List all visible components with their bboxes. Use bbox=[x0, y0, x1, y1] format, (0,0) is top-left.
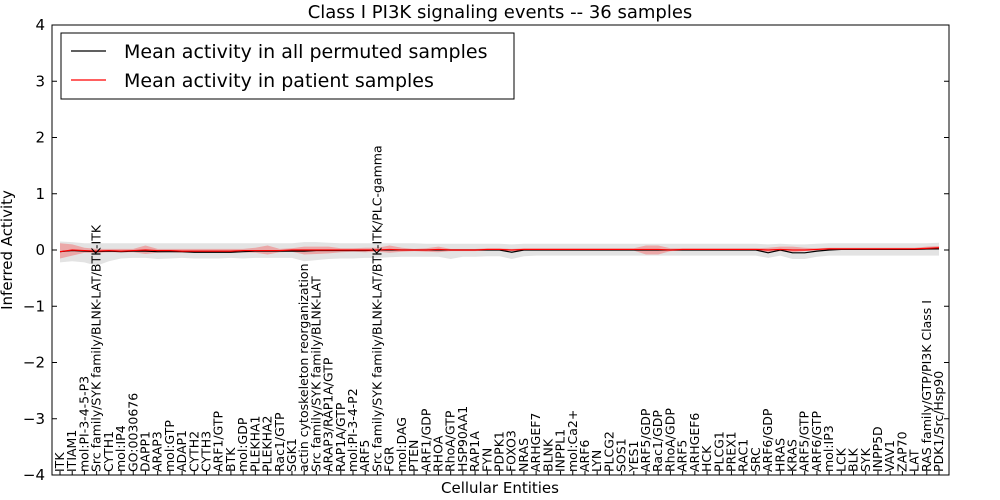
x-tick-label: ARF6/GDP bbox=[760, 408, 775, 472]
legend: Mean activity in all permuted samples Me… bbox=[60, 32, 515, 100]
x-tick-label: ITK bbox=[52, 452, 67, 472]
x-tick-label: PLCG2 bbox=[601, 431, 616, 472]
x-tick-label: RhoA/GDP bbox=[662, 408, 677, 472]
x-tick-label: ARF1/GTP bbox=[211, 411, 226, 472]
y-tick-label: 4 bbox=[35, 16, 45, 34]
x-tick-label: RAP1A bbox=[467, 431, 482, 472]
x-tick-label: mol:GTP bbox=[162, 420, 177, 472]
x-tick-label: PREX1 bbox=[723, 431, 738, 472]
x-tick-label: HRAS bbox=[772, 438, 787, 472]
x-tick-label: ARF6/GTP bbox=[809, 411, 824, 472]
x-axis-label: Cellular Entities bbox=[441, 479, 559, 497]
legend-label-permuted: Mean activity in all permuted samples bbox=[124, 41, 487, 63]
x-tick-label: ARF1/GDP bbox=[418, 408, 433, 472]
chart-title: Class I PI3K signaling events -- 36 samp… bbox=[308, 2, 693, 23]
x-tick-label: GO:0030676 bbox=[125, 393, 140, 472]
x-tick-label: YES1 bbox=[626, 441, 641, 473]
x-tick-label: ARAP3 bbox=[150, 431, 165, 472]
x-tick-label: HCK bbox=[699, 445, 714, 472]
x-tick-label: ARF5/GTP bbox=[797, 411, 812, 472]
x-tick-label: RAC1 bbox=[736, 439, 751, 472]
x-tick-label: NRAS bbox=[516, 438, 531, 472]
x-tick-label: PTEN bbox=[406, 440, 421, 472]
x-tick-label: Src family/SYK family/BLNK-LAT bbox=[308, 276, 323, 472]
x-tick-label: mol:IP4 bbox=[113, 425, 128, 472]
x-tick-label: INPP5D bbox=[870, 426, 885, 472]
legend-box bbox=[60, 32, 515, 100]
x-tick-label: CYTH3 bbox=[199, 431, 214, 472]
y-tick-label: 1 bbox=[35, 185, 45, 203]
x-tick-label: PDPK1 bbox=[492, 431, 507, 472]
x-tick-label: FGR bbox=[382, 446, 397, 472]
x-tick-label: ITIAM1 bbox=[64, 430, 79, 472]
x-tick-label: ADAP1 bbox=[174, 430, 189, 472]
x-tick-label: BTK bbox=[223, 447, 238, 472]
x-tick-label: Src family/SYK family/BLNK-LAT/BTK-ITK/P… bbox=[369, 145, 384, 472]
x-tick-label: mol:DAG bbox=[394, 417, 409, 472]
x-tick-label: LCK bbox=[833, 447, 848, 472]
x-tick-label: RHOA bbox=[430, 435, 445, 472]
x-tick-label: Src family/SYK family/BLNK-LAT/BTK-ITK bbox=[89, 224, 104, 472]
x-tick-label: mol:IP3 bbox=[821, 425, 836, 472]
x-tick-label: PLEKHA2 bbox=[260, 415, 275, 472]
y-tick-label: −2 bbox=[23, 354, 45, 372]
x-tick-label: SRC bbox=[748, 447, 763, 472]
x-tick-label: mol:GDP bbox=[235, 417, 250, 472]
y-tick-label: 3 bbox=[35, 72, 45, 90]
x-tick-label: DAPP1 bbox=[137, 431, 152, 472]
x-tick-label: ARF5 bbox=[357, 440, 372, 472]
x-tick-label: ARF5/GDP bbox=[638, 408, 653, 472]
x-tick-label: mol:Ca2+ bbox=[565, 410, 580, 472]
x-tick-label: Rac1/GDP bbox=[650, 410, 665, 472]
x-tick-label: Rac1/GTP bbox=[272, 412, 287, 472]
x-tick-label: RAP1A/GTP bbox=[333, 402, 348, 472]
x-tick-label: BLNK bbox=[540, 438, 555, 472]
band-permuted bbox=[60, 241, 939, 266]
x-tick-label: BLK bbox=[846, 447, 861, 472]
x-tick-label: RhoA/GTP bbox=[443, 410, 458, 472]
legend-label-patient: Mean activity in patient samples bbox=[124, 70, 434, 92]
x-tick-label: ARHGEF6 bbox=[687, 413, 702, 472]
x-tick-label: FYN bbox=[479, 448, 494, 472]
x-tick-label: ARHGEF7 bbox=[528, 413, 543, 472]
y-tick-label: −4 bbox=[23, 466, 45, 484]
x-tick-label: KRAS bbox=[785, 439, 800, 472]
y-axis-label: Inferred Activity bbox=[0, 190, 16, 310]
y-tick-label: −3 bbox=[23, 410, 45, 428]
x-tick-label: CYTH1 bbox=[101, 431, 116, 472]
x-tick-label: INPPL1 bbox=[553, 429, 568, 472]
x-tick-label: HSP90AA1 bbox=[455, 406, 470, 472]
x-tick-label: LAT bbox=[907, 449, 922, 472]
x-tick-label: mol:PI-3-4-5-P3 bbox=[76, 376, 91, 472]
x-tick-label: PLEKHA1 bbox=[247, 415, 262, 472]
lines-layer bbox=[59, 247, 940, 254]
x-tick-label: mol:PI-3-4-P2 bbox=[345, 388, 360, 472]
x-tick-label: SGK1 bbox=[284, 438, 299, 472]
x-tick-label: PDK1/Src/Hsp90 bbox=[931, 371, 946, 472]
x-tick-label: SOS1 bbox=[614, 438, 629, 472]
x-tick-label: SYK bbox=[858, 447, 873, 472]
x-tick-label: LYN bbox=[589, 450, 604, 472]
y-axis: −4 −3 −2 −1 0 1 2 3 4 bbox=[23, 16, 949, 484]
x-tick-label: ARF5 bbox=[675, 440, 690, 472]
x-tick-label: actin cytoskeleton reorganization bbox=[296, 263, 311, 472]
y-tick-label: 2 bbox=[35, 129, 45, 147]
x-tick-label: PLCG1 bbox=[711, 431, 726, 472]
x-tick-label: RAS family/GTP/PI3K Class I bbox=[919, 300, 934, 472]
x-tick-label: ARF6 bbox=[577, 440, 592, 472]
bands-layer bbox=[60, 241, 939, 266]
x-tick-label: VAV1 bbox=[882, 440, 897, 472]
x-tick-label: FOXO3 bbox=[504, 430, 519, 472]
x-tick-label: ARAP3/RAP1A/GTP bbox=[321, 357, 336, 472]
y-tick-label: −1 bbox=[23, 297, 45, 315]
x-tick-label: ZAP70 bbox=[894, 431, 909, 472]
x-tick-label: CYTH2 bbox=[186, 431, 201, 472]
y-tick-label: 0 bbox=[35, 241, 45, 259]
